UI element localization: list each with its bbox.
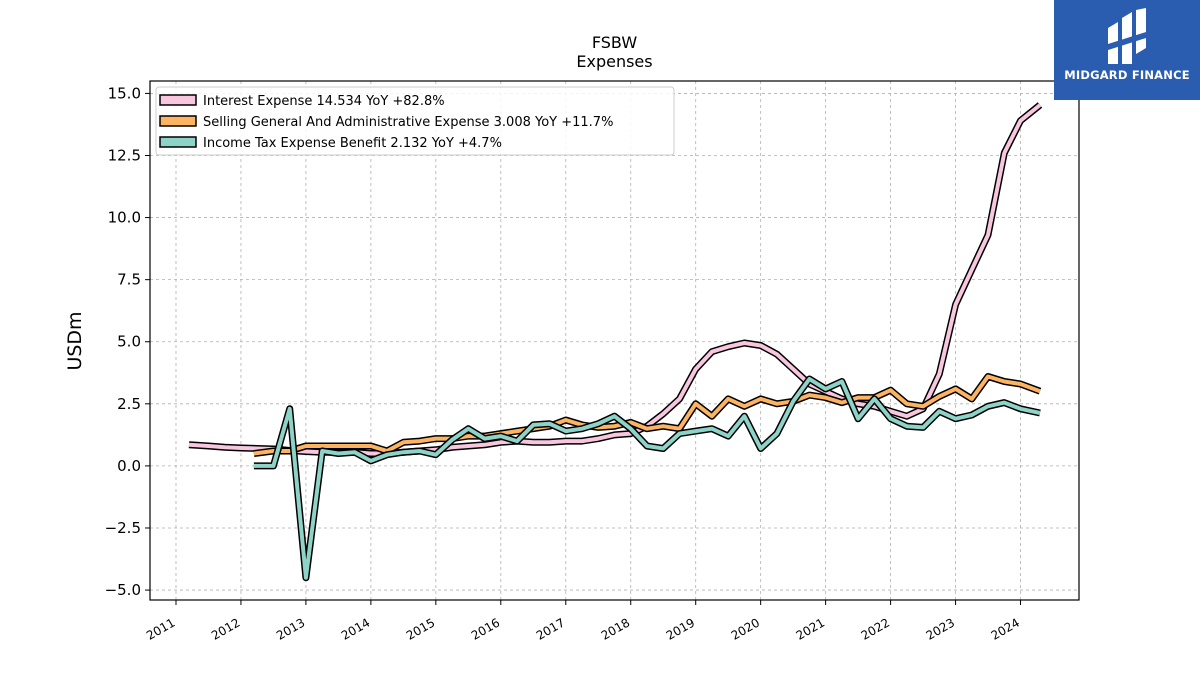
x-tick-label: 2013 — [274, 615, 307, 642]
legend-entry: Interest Expense 14.534 YoY +82.8% — [203, 94, 445, 109]
x-tick-label: 2024 — [989, 615, 1022, 642]
x-tick-label: 2011 — [144, 615, 177, 642]
y-tick-label: −2.5 — [105, 519, 141, 537]
x-tick-label: 2014 — [339, 615, 372, 642]
x-tick-label: 2023 — [924, 615, 957, 642]
legend-swatch — [159, 136, 197, 148]
legend-entry: Selling General And Administrative Expen… — [203, 115, 613, 130]
legend: Interest Expense 14.534 YoY +82.8% Sellin… — [155, 86, 675, 156]
x-tick-label: 2021 — [794, 615, 827, 642]
y-tick-label: 0.0 — [117, 457, 141, 475]
y-tick-label: 7.5 — [117, 271, 141, 289]
series-line — [253, 374, 1041, 456]
chart-subtitle: Expenses — [576, 52, 652, 71]
series-layer — [188, 102, 1043, 582]
y-axis-label: USDm — [64, 311, 86, 370]
y-tick-label: 10.0 — [108, 209, 141, 227]
legend-swatch — [159, 115, 197, 127]
x-tick-label: 2019 — [664, 615, 697, 642]
legend-swatch — [159, 94, 197, 106]
x-tick-label: 2018 — [599, 615, 632, 642]
logo-text: MIDGARD FINANCE — [1064, 68, 1190, 82]
x-tick-label: 2017 — [534, 615, 567, 642]
plot-frame — [149, 80, 1080, 601]
midgard-logo-icon — [1108, 8, 1146, 64]
series-3 — [253, 375, 1041, 582]
y-tick-label: 2.5 — [117, 395, 141, 413]
legend-entry: Income Tax Expense Benefit 2.132 YoY +4.… — [203, 136, 502, 151]
series-line — [253, 377, 1041, 580]
y-tick-label: 12.5 — [108, 146, 141, 164]
y-tick-label: 15.0 — [108, 84, 141, 102]
x-tick-label: 2022 — [859, 615, 892, 642]
x-tick-label: 2020 — [729, 615, 762, 642]
chart-title: FSBW — [592, 33, 637, 52]
x-tick-label: 2015 — [404, 615, 437, 642]
series-2 — [253, 373, 1042, 457]
grid — [150, 81, 1079, 600]
legend-box — [155, 86, 675, 156]
midgard-finance-logo: MIDGARD FINANCE — [1054, 0, 1200, 100]
x-tick-label: 2016 — [469, 615, 502, 642]
axes: −5.0 −2.5 0.0 2.5 5.0 7.5 10.0 12.5 15.0 2011 2012… — [105, 84, 1022, 642]
y-tick-label: 5.0 — [117, 333, 141, 351]
x-tick-label: 2012 — [209, 615, 242, 642]
y-tick-label: −5.0 — [105, 581, 141, 599]
